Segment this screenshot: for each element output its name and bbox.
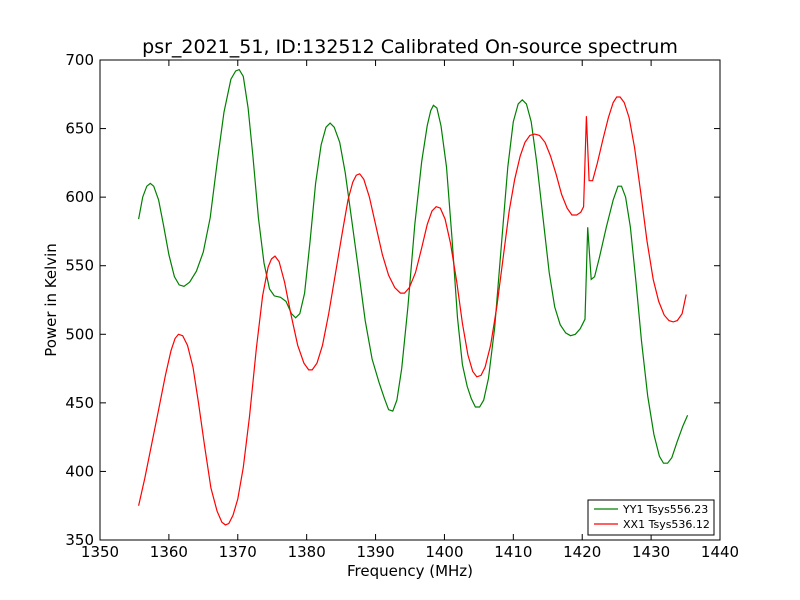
- y-axis-label: Power in Kelvin: [42, 243, 60, 357]
- y-tick-label: 400: [65, 462, 94, 480]
- x-axis: 1350 1360 1370 1380 1390 1400 1410 1420 1430 1440: [81, 60, 739, 561]
- y-tick-label: 550: [65, 257, 94, 275]
- y-tick-label: 700: [65, 51, 94, 69]
- y-tick-label: 600: [65, 188, 94, 206]
- legend-label-xx1: XX1 Tsys536.12: [623, 518, 710, 531]
- legend-label-yy1: YY1 Tsys556.23: [622, 503, 708, 516]
- x-tick-label: 1440: [701, 543, 739, 561]
- x-tick-label: 1420: [563, 543, 601, 561]
- y-tick-label: 500: [65, 325, 94, 343]
- chart-title: psr_2021_51, ID:132512 Calibrated On-sou…: [142, 36, 678, 58]
- legend: YY1 Tsys556.23 XX1 Tsys536.12: [587, 499, 715, 536]
- x-tick-label: 1390: [356, 543, 394, 561]
- series-line-xx1: [138, 96, 687, 526]
- y-tick-label: 350: [65, 531, 94, 549]
- legend-box: [587, 499, 715, 536]
- x-tick-label: 1410: [494, 543, 532, 561]
- series-layer: [138, 68, 689, 526]
- x-tick-label: 1430: [632, 543, 670, 561]
- y-axis: 350 400 450 500 550 600 650 700: [65, 51, 720, 549]
- x-tick-label: 1380: [288, 543, 326, 561]
- x-tick-label: 1360: [150, 543, 188, 561]
- y-tick-label: 450: [65, 394, 94, 412]
- series-line-yy1: [138, 68, 689, 464]
- x-tick-label: 1370: [219, 543, 257, 561]
- y-tick-label: 650: [65, 120, 94, 138]
- x-axis-label: Frequency (MHz): [347, 562, 473, 580]
- x-tick-label: 1400: [425, 543, 463, 561]
- plot-frame: [99, 59, 721, 541]
- x-tick-label: 1350: [81, 543, 119, 561]
